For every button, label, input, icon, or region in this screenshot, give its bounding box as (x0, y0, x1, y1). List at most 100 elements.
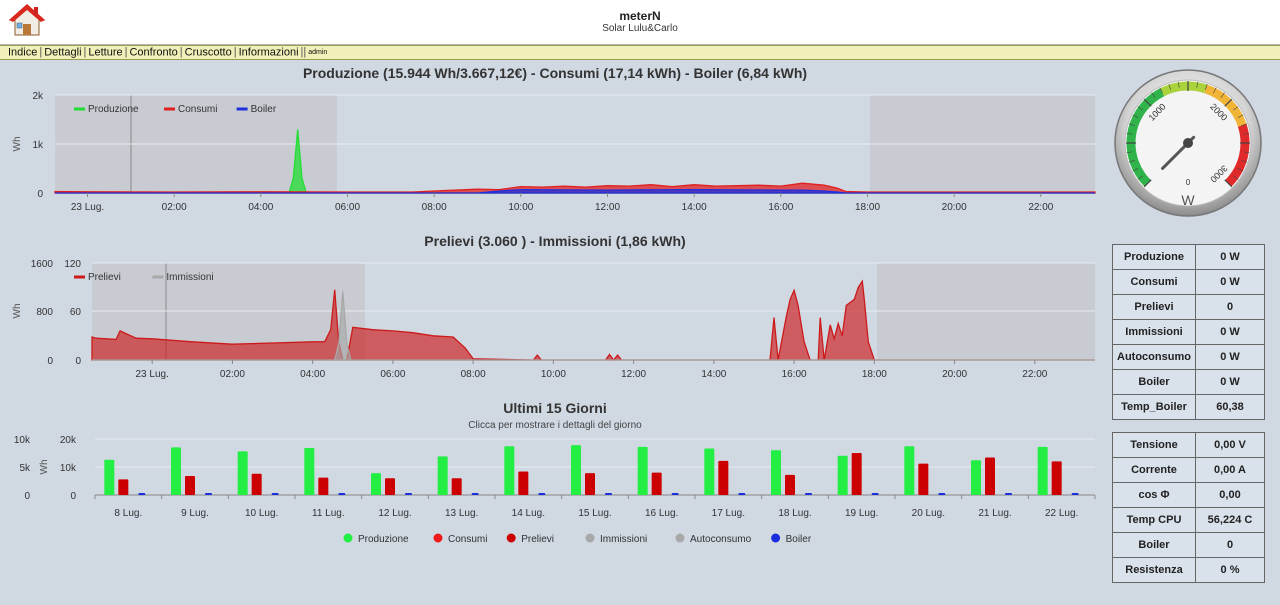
gauge-band (1224, 123, 1250, 187)
bar-prelievi[interactable] (451, 478, 462, 495)
menu-item-indice[interactable]: Indice (8, 46, 38, 59)
legend-item-boiler[interactable]: Boiler (251, 104, 277, 115)
bar-produzione[interactable] (704, 448, 715, 495)
gauge-tick (1168, 83, 1171, 90)
bar-boiler[interactable] (271, 493, 279, 495)
bar-produzione[interactable] (437, 456, 448, 495)
bar-prelievi[interactable] (1051, 461, 1062, 495)
menu-item-informazioni[interactable]: Informazioni (238, 46, 299, 59)
legend-item-produzione[interactable]: Produzione (88, 104, 139, 115)
admin-link[interactable]: admin (308, 49, 328, 56)
legend-item-autoconsumo[interactable]: Autoconsumo (690, 534, 752, 545)
table-row: Temp CPU 56,224 C (1112, 507, 1265, 533)
table-row: Boiler 0 (1112, 532, 1265, 558)
x-tick-label: 20 Lug. (912, 508, 945, 519)
x-tick-label: 21 Lug. (978, 508, 1011, 519)
y-tick-label-left: 0 (24, 491, 30, 502)
series-area-immissioni[interactable] (92, 291, 1095, 361)
bar-produzione[interactable] (771, 450, 781, 495)
x-tick-label: 8 Lug. (114, 508, 142, 519)
legend-item-prelievi[interactable]: Prelievi (521, 534, 554, 545)
gauge-tick (1243, 151, 1250, 153)
gauge-tick (1243, 133, 1250, 135)
bar-boiler[interactable] (405, 493, 412, 495)
legend-swatch (343, 533, 353, 543)
bar-boiler[interactable] (605, 493, 612, 495)
menu-item-confronto[interactable]: Confronto (129, 46, 178, 59)
gauge-tick (1132, 114, 1139, 118)
x-tick-label: 17 Lug. (712, 508, 745, 519)
gauge-tick (1126, 151, 1133, 153)
bar-produzione[interactable] (304, 447, 315, 495)
legend-item-immissioni[interactable]: Immissioni (166, 272, 213, 283)
menu-item-letture[interactable]: Letture (88, 46, 123, 59)
bar-produzione[interactable] (104, 459, 115, 495)
x-tick-label: 10:00 (508, 202, 533, 213)
bar-boiler[interactable] (871, 493, 879, 495)
bar-prelievi[interactable] (718, 460, 729, 495)
bar-produzione[interactable] (237, 451, 248, 495)
bar-prelievi[interactable] (585, 473, 595, 495)
bar-produzione[interactable] (171, 447, 181, 495)
row-value: 0 W (1195, 344, 1265, 370)
series-area-boiler[interactable] (55, 188, 1095, 194)
bar-boiler[interactable] (938, 493, 946, 495)
gauge-tick (1237, 114, 1244, 118)
bar-prelievi[interactable] (518, 471, 529, 495)
bar-prelievi[interactable] (185, 475, 195, 495)
bar-prelievi[interactable] (851, 453, 862, 495)
bar-prelievi[interactable] (251, 473, 262, 495)
bar-produzione[interactable] (1037, 446, 1048, 495)
bar-produzione[interactable] (971, 460, 981, 495)
bar-produzione[interactable] (837, 455, 848, 495)
x-tick-label: 9 Lug. (181, 508, 209, 519)
legend-item-boiler[interactable]: Boiler (786, 534, 812, 545)
chart3-title: Ultimi 15 Giorni (503, 400, 607, 416)
bar-produzione[interactable] (637, 446, 648, 495)
bar-produzione[interactable] (371, 473, 381, 495)
bar-prelievi[interactable] (985, 457, 995, 495)
bar-boiler[interactable] (738, 493, 746, 495)
bar-produzione[interactable] (504, 446, 515, 495)
bar-produzione[interactable] (571, 445, 581, 495)
menu-item-cruscotto[interactable]: Cruscotto (184, 46, 232, 59)
series-area-consumi[interactable] (54, 182, 1096, 194)
y-tick-label-right: 20k (60, 435, 77, 446)
bar-prelievi[interactable] (118, 479, 129, 495)
bar-boiler[interactable] (205, 493, 212, 495)
bar-boiler[interactable] (671, 493, 679, 495)
gauge-tick (1143, 179, 1152, 188)
bar-boiler[interactable] (471, 493, 479, 495)
home-icon[interactable] (8, 3, 46, 37)
bar-boiler[interactable] (1071, 493, 1079, 495)
legend-item-produzione[interactable]: Produzione (358, 534, 409, 545)
menu-item-dettagli[interactable]: Dettagli (44, 46, 82, 59)
x-tick-label: 12 Lug. (378, 508, 411, 519)
legend-item-prelievi[interactable]: Prelievi (88, 272, 121, 283)
table-row: Temp_Boiler 60,38 (1112, 394, 1265, 420)
bar-boiler[interactable] (805, 493, 812, 495)
bar-prelievi[interactable] (651, 472, 662, 495)
legend-item-consumi[interactable]: Consumi (178, 104, 217, 115)
chart1-production[interactable]: 2k 1k 0 23 Lug. 02:00 04:00 06:00 08:00 10:00 12… (0, 80, 1110, 220)
x-tick-label: 10 Lug. (245, 508, 278, 519)
y-tick-label-left: 5k (19, 463, 31, 474)
chart2-grid-exchange[interactable]: 1600 120 800 60 0 0 23 Lug. 02:00 04:00 06:00 08:… (0, 250, 1110, 388)
series-area-prelievi[interactable] (91, 279, 1095, 362)
chart1-title: Produzione (15.944 Wh/3.667,12€) - Consu… (302, 65, 808, 81)
bar-boiler[interactable] (138, 493, 146, 495)
table-row: Immissioni 0 W (1112, 319, 1265, 345)
row-label: Produzione (1112, 244, 1196, 270)
bar-boiler[interactable] (1005, 493, 1012, 495)
bar-prelievi[interactable] (918, 463, 929, 495)
legend-item-consumi[interactable]: Consumi (448, 534, 487, 545)
bar-boiler[interactable] (538, 493, 546, 495)
x-tick-label: 15 Lug. (578, 508, 611, 519)
legend-item-immissioni[interactable]: Immissioni (600, 534, 647, 545)
bar-prelievi[interactable] (318, 477, 329, 495)
chart3-last-15-days[interactable]: 10k 20k 5k 10k 0 0 8 Lug. 9 Lug. 10 Lug. 11 Lug.… (0, 430, 1110, 555)
bar-prelievi[interactable] (785, 474, 795, 495)
bar-produzione[interactable] (904, 446, 915, 495)
bar-boiler[interactable] (338, 493, 346, 495)
bar-prelievi[interactable] (385, 478, 395, 495)
